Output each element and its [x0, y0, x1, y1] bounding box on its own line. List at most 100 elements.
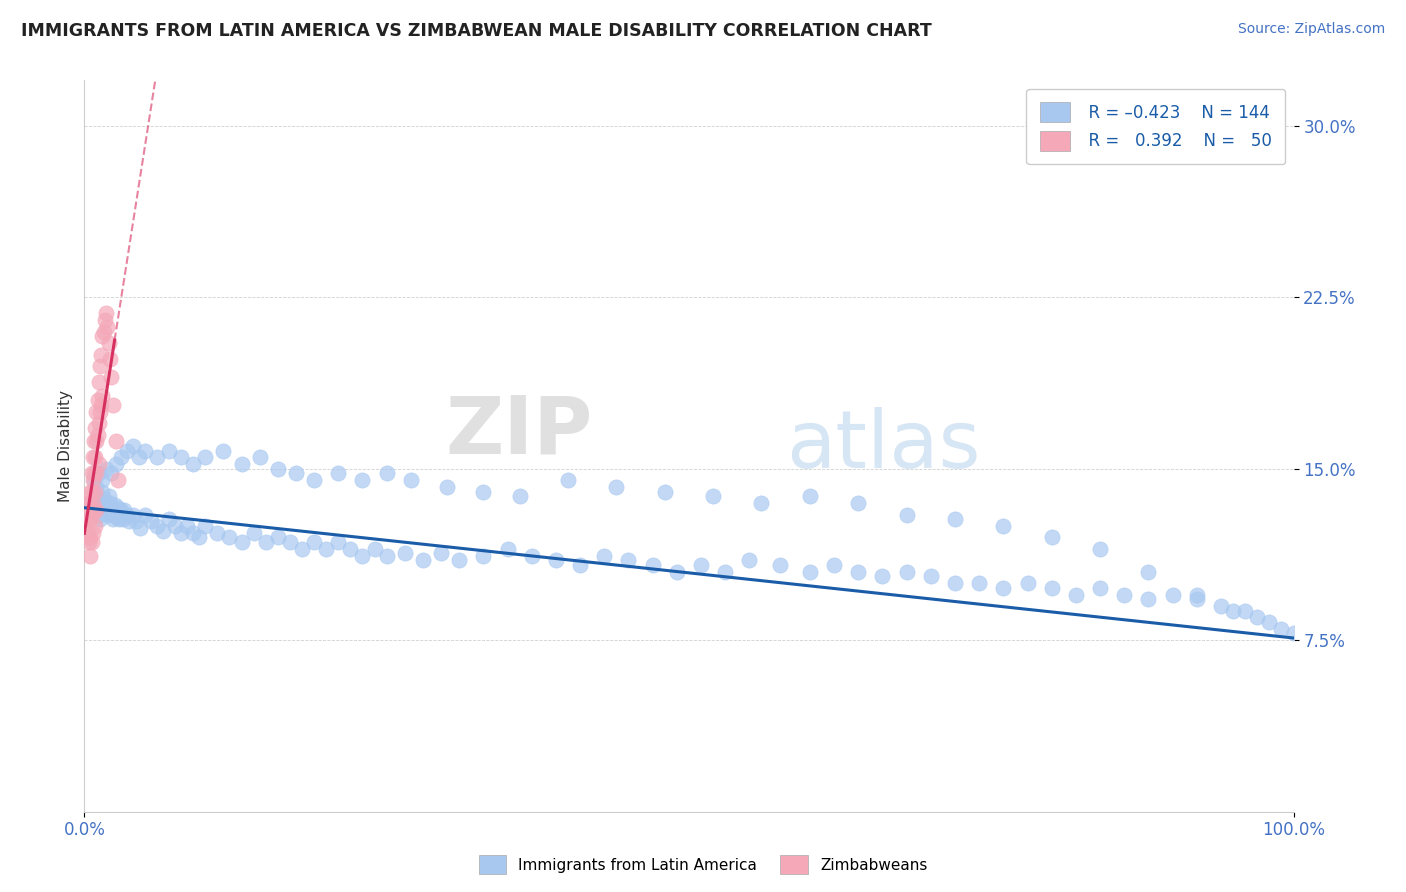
Point [328, 467, 350, 481]
Point [242, 525, 264, 540]
Point [1185, 592, 1208, 607]
Point [129, 521, 152, 535]
Point [207, 525, 229, 540]
Point [157, 443, 180, 458]
Point [84, 450, 107, 465]
Point [412, 553, 434, 567]
Point [181, 525, 204, 540]
Point [93, 491, 115, 506]
Point [617, 553, 640, 567]
Point [80, 535, 103, 549]
Point [328, 535, 350, 549]
Point [77, 496, 100, 510]
Point [76, 512, 98, 526]
Point [84, 484, 107, 499]
Point [1040, 530, 1063, 544]
Point [176, 519, 198, 533]
Point [249, 450, 271, 465]
Point [96, 320, 118, 334]
Point [146, 450, 169, 465]
Point [80, 484, 103, 499]
Point [267, 530, 290, 544]
Point [181, 458, 204, 472]
Point [231, 535, 253, 549]
Point [399, 473, 422, 487]
Point [1137, 592, 1160, 607]
Point [363, 541, 385, 556]
Point [110, 503, 132, 517]
Point [714, 565, 737, 579]
Point [472, 484, 495, 499]
Point [769, 558, 792, 572]
Point [121, 439, 143, 453]
Point [557, 473, 579, 487]
Point [284, 467, 308, 481]
Point [82, 525, 104, 540]
Text: IMMIGRANTS FROM LATIN AMERICA VS ZIMBABWEAN MALE DISABILITY CORRELATION CHART: IMMIGRANTS FROM LATIN AMERICA VS ZIMBABW… [21, 22, 932, 40]
Point [146, 519, 169, 533]
Point [641, 558, 664, 572]
Point [110, 450, 132, 465]
Point [188, 530, 211, 544]
Point [103, 512, 125, 526]
Point [115, 443, 138, 458]
Point [1161, 588, 1184, 602]
Point [896, 565, 918, 579]
Point [91, 389, 114, 403]
Point [1246, 610, 1268, 624]
Point [496, 541, 519, 556]
Point [654, 484, 676, 499]
Point [375, 467, 398, 481]
Point [104, 499, 127, 513]
Point [231, 458, 253, 472]
Point [267, 462, 290, 476]
Point [80, 508, 103, 522]
Point [1209, 599, 1232, 613]
Point [89, 512, 111, 526]
Point [87, 416, 110, 430]
Point [115, 508, 138, 522]
Point [86, 405, 108, 419]
Point [1017, 576, 1039, 591]
Point [121, 508, 143, 522]
Point [569, 558, 592, 572]
Point [509, 489, 531, 503]
Point [896, 508, 918, 522]
Point [104, 505, 127, 519]
Point [77, 525, 100, 540]
Point [375, 549, 398, 563]
Point [79, 530, 101, 544]
Point [84, 421, 107, 435]
Point [846, 496, 869, 510]
Point [157, 512, 180, 526]
Point [751, 496, 773, 510]
Point [799, 489, 821, 503]
Point [194, 519, 217, 533]
Point [83, 434, 105, 449]
Point [152, 524, 174, 538]
Point [993, 581, 1015, 595]
Point [1258, 615, 1281, 629]
Point [1185, 588, 1208, 602]
Point [278, 535, 301, 549]
Point [94, 500, 117, 515]
Legend: Immigrants from Latin America, Zimbabweans: Immigrants from Latin America, Zimbabwea… [472, 849, 934, 880]
Point [846, 565, 869, 579]
Point [86, 393, 108, 408]
Point [302, 535, 325, 549]
Point [125, 515, 148, 529]
Point [112, 512, 135, 526]
Point [89, 359, 111, 373]
Point [112, 503, 135, 517]
Point [79, 512, 101, 526]
Point [86, 480, 108, 494]
Point [967, 576, 990, 591]
Point [352, 473, 374, 487]
Point [82, 473, 104, 487]
Point [77, 535, 100, 549]
Point [1222, 604, 1244, 618]
Point [107, 473, 129, 487]
Point [128, 450, 150, 465]
Point [89, 405, 111, 419]
Point [100, 370, 122, 384]
